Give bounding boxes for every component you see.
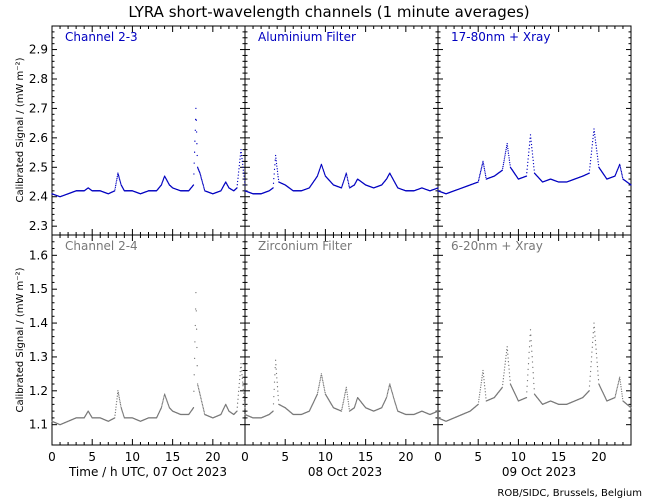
y-tick-label: 1.4: [29, 316, 48, 330]
credit-text: ROB/SIDC, Brussels, Belgium: [497, 488, 642, 499]
panel-label-17-80nm-xray: 17-80nm + Xray: [451, 30, 550, 44]
x-tick-label: 0: [434, 450, 442, 464]
x-tick-label: 15: [358, 450, 373, 464]
y-tick-label: 2.9: [29, 43, 48, 57]
chart-labels: 2.3 2.4 2.5 2.6 2.7 2.8 2.9 Channel 2-3 Aluminiu…: [29, 30, 607, 479]
x-tick-label: 5: [474, 450, 482, 464]
panel-label-6-20nm-xray: 6-20nm + Xray: [451, 239, 543, 253]
x-tick-label: 10: [511, 450, 526, 464]
y-tick-label: 1.6: [29, 248, 48, 262]
day-label-0: Time / h UTC, 07 Oct 2023: [68, 465, 227, 479]
panel-frame-channel-2-4: [51, 234, 246, 446]
y-tick-label: 1.1: [29, 418, 48, 432]
y-tick-label: 2.4: [29, 190, 48, 204]
y-tick-label: 1.5: [29, 282, 48, 296]
panel-frame-zirconium-filter: [244, 234, 439, 446]
x-tick-label: 20: [205, 450, 220, 464]
y-tick-label: 2.6: [29, 131, 48, 145]
x-tick-label: 15: [165, 450, 180, 464]
x-tick-label: 10: [125, 450, 140, 464]
y-axis-label-bottom: Calibrated Signal / (mW m⁻²): [15, 267, 26, 412]
panel-frame-channel-2-3: [51, 25, 246, 236]
panel-label-channel-2-4: Channel 2-4: [65, 239, 138, 253]
day-label-2: 09 Oct 2023: [502, 465, 576, 479]
panel-frame-6-20nm-xray: [437, 234, 632, 446]
series-channel-2-3: [51, 107, 246, 198]
y-tick-label: 1.3: [29, 350, 48, 364]
x-tick-label: 20: [398, 450, 413, 464]
chart-marks: [51, 107, 632, 426]
panel-label-aluminium-filter: Aluminium Filter: [258, 30, 356, 44]
chart-title: LYRA short-wavelength channels (1 minute…: [128, 3, 529, 21]
x-tick-label: 0: [241, 450, 249, 464]
y-tick-label: 2.3: [29, 219, 48, 233]
x-tick-label: 20: [591, 450, 606, 464]
panel-frame-17-80nm-xray: [437, 25, 632, 236]
y-tick-label: 2.7: [29, 101, 48, 115]
y-tick-label: 1.2: [29, 384, 48, 398]
x-tick-label: 5: [88, 450, 96, 464]
series-6-20nm-xray: [437, 322, 632, 422]
x-tick-label: 5: [281, 450, 289, 464]
panel-frame-aluminium-filter: [244, 25, 439, 236]
series-zirconium-filter: [244, 359, 439, 419]
y-tick-label: 2.5: [29, 160, 48, 174]
x-tick-label: 10: [318, 450, 333, 464]
day-label-1: 08 Oct 2023: [308, 465, 382, 479]
series-17-80nm-xray: [437, 128, 632, 195]
x-tick-label: 0: [48, 450, 56, 464]
panel-label-zirconium-filter: Zirconium Filter: [258, 239, 352, 253]
panel-label-channel-2-3: Channel 2-3: [65, 30, 138, 44]
y-tick-label: 2.8: [29, 72, 48, 86]
y-axis-label-top: Calibrated Signal / (mW m⁻²): [15, 57, 26, 202]
series-channel-2-4: [51, 291, 246, 426]
panel-grid: [51, 25, 632, 446]
series-aluminium-filter: [244, 154, 439, 195]
x-tick-label: 15: [551, 450, 566, 464]
